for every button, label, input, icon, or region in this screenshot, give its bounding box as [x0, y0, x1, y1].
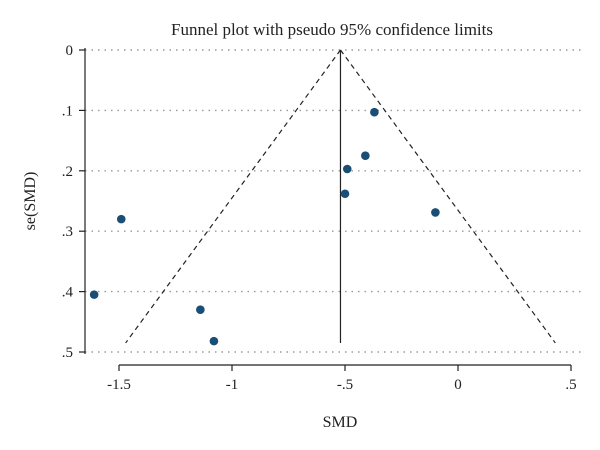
x-axis-title: SMD	[323, 414, 358, 431]
data-point-3	[340, 189, 350, 199]
y-tick-label-5: .5	[62, 345, 73, 361]
x-tick-label-3: 0	[454, 377, 462, 393]
lower-confidence-limit-line	[125, 49, 341, 344]
data-points	[89, 107, 440, 346]
data-point-4	[431, 208, 440, 217]
upper-confidence-limit-line	[339, 49, 556, 344]
y-tick-label-0: 0	[66, 43, 74, 59]
x-tick-label-1: -1	[226, 377, 239, 393]
y-tick-label-2: .2	[62, 164, 73, 180]
x-tick-label-0: -1.5	[107, 377, 131, 393]
funnel-lines	[125, 49, 556, 344]
y-tick-label-3: .3	[62, 224, 73, 240]
data-point-5	[116, 214, 126, 224]
y-tick-label-1: .1	[62, 103, 73, 119]
grid-lines	[85, 49, 585, 353]
chart-title: Funnel plot with pseudo 95% confidence l…	[171, 20, 493, 39]
y-axis-title: se(SMD)	[22, 172, 39, 231]
x-tick-label-4: .5	[565, 377, 576, 393]
data-point-6	[89, 290, 99, 299]
x-tick-label-2: -.5	[337, 377, 353, 393]
y-tick-label-4: .4	[62, 285, 74, 301]
axes: 0 .1 .2 .3 .4 .5 -1.5 -1 -.5 0 .5	[62, 43, 577, 393]
data-point-0	[370, 107, 379, 117]
data-point-2	[342, 164, 352, 174]
data-point-1	[361, 151, 370, 160]
data-point-8	[209, 336, 219, 346]
data-point-7	[196, 305, 205, 315]
